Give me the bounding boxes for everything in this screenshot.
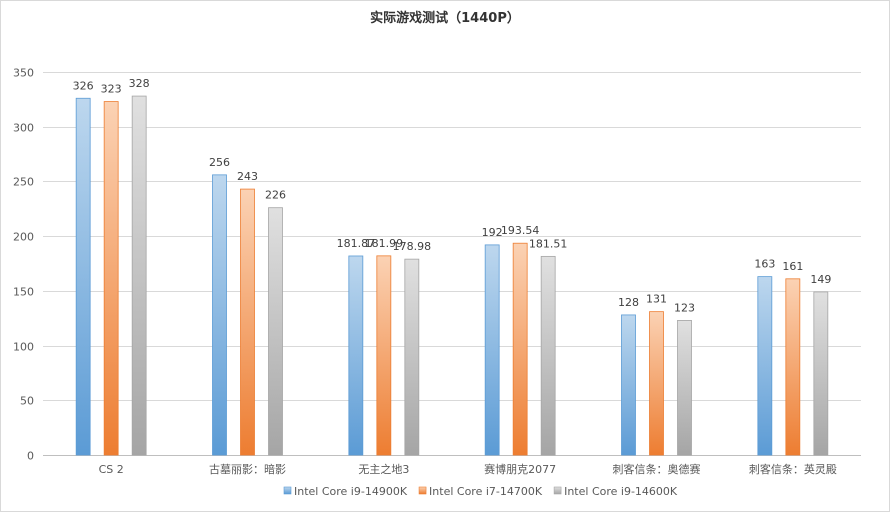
data-label: 226 (265, 189, 286, 202)
data-label: 178.98 (393, 240, 432, 253)
data-label: 161 (782, 260, 803, 273)
bar (131, 95, 147, 456)
bar (621, 314, 636, 456)
y-tick-label: 300 (13, 122, 34, 135)
data-label: 181.51 (529, 237, 568, 250)
bar (649, 311, 664, 456)
bar (484, 244, 500, 456)
bar (212, 174, 227, 456)
bar (75, 97, 91, 456)
bar (240, 188, 255, 456)
bar (785, 278, 801, 456)
data-labels: 326 323 328256243226181.87181.99178.981921… (73, 77, 832, 314)
data-label: 181.99 (365, 237, 404, 250)
data-label: 243 (237, 170, 258, 183)
bar (757, 276, 773, 456)
bar (677, 320, 692, 456)
bar (540, 255, 556, 456)
bar (268, 207, 283, 456)
data-label: 323 (101, 83, 122, 96)
legend-swatch (283, 486, 292, 495)
x-axis-categories: CS 2 古墓丽影：暗影 无主之地3 赛博朋克2077 刺客信条：奥德赛 刺客信条：英灵殿 (99, 462, 837, 476)
data-label: 149 (810, 273, 831, 286)
data-label: 192 (482, 226, 503, 239)
chart-title: 实际游戏测试（1440P） (370, 10, 520, 26)
y-tick-label: 0 (27, 450, 34, 463)
legend-label: Intel Core i9-14600K (564, 485, 678, 498)
data-label: 128 (618, 296, 639, 309)
bar (813, 291, 829, 456)
data-label: 256 (209, 156, 230, 169)
data-label: 163 (754, 258, 775, 271)
data-label: 328 (129, 77, 150, 90)
x-category-label: CS 2 (99, 463, 124, 476)
x-category-label: 赛博朋克2077 (484, 462, 556, 476)
bar (404, 258, 420, 456)
data-label: 123 (674, 301, 695, 314)
x-category-label: 刺客信条：英灵殿 (749, 462, 837, 476)
y-tick-label: 350 (13, 67, 34, 80)
legend-swatch (418, 486, 427, 495)
x-category-label: 刺客信条：奥德赛 (613, 462, 701, 476)
y-tick-label: 200 (13, 231, 34, 244)
legend-label: Intel Core i9-14900K (294, 485, 408, 498)
y-tick-label: 150 (13, 286, 34, 299)
legend: Intel Core i9-14900K Intel Core i7-14700K… (283, 485, 678, 498)
data-label: 326 (73, 79, 94, 92)
gridlines (43, 72, 861, 456)
y-tick-label: 250 (13, 176, 34, 189)
legend-label: Intel Core i7-14700K (429, 485, 543, 498)
bar (103, 101, 119, 456)
data-label: 193.54 (501, 224, 540, 237)
y-tick-label: 100 (13, 341, 34, 354)
y-axis-ticks: 0 50 100 150 200 250 300 350 (13, 67, 34, 463)
bars (75, 95, 829, 456)
data-label: 131 (646, 293, 667, 306)
y-tick-label: 50 (20, 395, 34, 408)
x-category-label: 古墓丽影：暗影 (209, 462, 286, 476)
bar (376, 255, 392, 456)
x-category-label: 无主之地3 (358, 462, 409, 476)
data-label: 181.87 (337, 237, 376, 250)
legend-swatch (553, 486, 562, 495)
bar (512, 242, 528, 456)
bar (348, 255, 364, 456)
